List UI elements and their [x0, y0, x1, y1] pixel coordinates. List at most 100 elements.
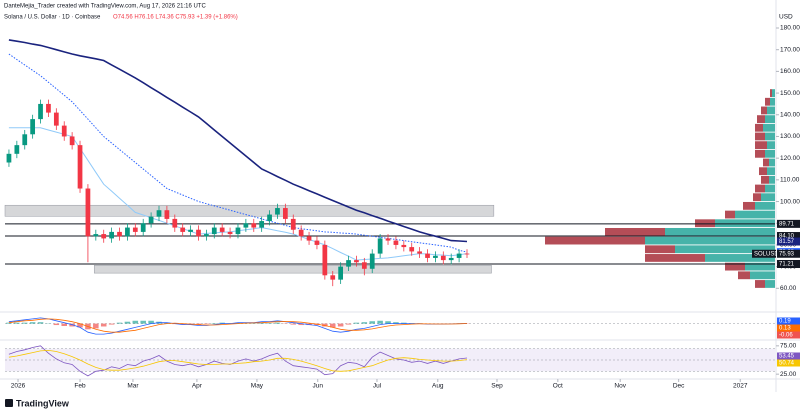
candle-body [46, 103, 51, 113]
profile-up [745, 262, 775, 271]
profile-down [761, 106, 767, 115]
currency: USD [779, 14, 793, 21]
macd-hist [148, 320, 154, 324]
ma-tag: 81.57 [779, 239, 795, 245]
rsi-tag: 53.45 [779, 354, 795, 360]
macd-hist [140, 320, 146, 324]
profile-down [755, 184, 765, 193]
profile-down [753, 193, 761, 202]
macd-hist [401, 322, 407, 324]
profile-up [765, 132, 775, 141]
macd-tag-box [777, 317, 800, 325]
level-tag-box [777, 232, 800, 241]
candle-body [433, 255, 438, 258]
y-tick-label: 150.00 [780, 90, 800, 97]
candle-body [69, 136, 75, 146]
y-tick-label: 180.00 [780, 25, 800, 32]
macd-hist [377, 320, 383, 324]
level-tag-box [777, 219, 800, 228]
candle-body [369, 253, 375, 269]
macd-hist [108, 323, 115, 325]
candle-body [298, 229, 304, 237]
profile-up [675, 245, 775, 254]
macd-hist [322, 323, 328, 327]
candle-body [401, 244, 407, 248]
profile-up [772, 89, 775, 97]
profile-down [743, 201, 755, 210]
candle-body [109, 231, 114, 239]
last-price-tag-box [777, 249, 800, 258]
candle-body [425, 253, 430, 258]
candle-body [393, 240, 399, 245]
macd-hist [337, 323, 344, 327]
macd-hist [6, 322, 12, 324]
profile-down [755, 141, 767, 150]
candle-body [38, 103, 43, 120]
profile-down [755, 123, 763, 132]
candle-body [346, 260, 351, 267]
x-tick-label: May [251, 383, 264, 390]
x-tick-label: Dec [673, 383, 685, 390]
macd-tag: 0.13 [779, 326, 791, 332]
profile-down [759, 167, 767, 176]
macd-hist [21, 322, 28, 324]
ohlc-readout: O74.56 H76.16 L74.36 C75.93 +1.39 (+1.86… [113, 15, 238, 21]
macd-tag-box [777, 324, 800, 332]
macd-hist [353, 322, 360, 324]
candle-body [219, 227, 225, 232]
profile-up [755, 201, 775, 210]
profile-up [705, 254, 775, 262]
candle-body [196, 229, 201, 237]
profile-up [735, 210, 775, 219]
candle-body [101, 234, 107, 239]
profile-up [769, 158, 775, 167]
y-tick-label: 130.00 [780, 133, 800, 140]
macd-hist [77, 323, 83, 328]
y-tick-label: 100.00 [780, 198, 800, 205]
macd-hist [37, 322, 44, 324]
macd-hist [290, 323, 297, 325]
macd-hist [385, 321, 391, 324]
macd-hist [29, 322, 36, 324]
candle-body [53, 112, 59, 126]
zone [93, 265, 492, 274]
macd-hist [53, 323, 60, 326]
candle-body [267, 214, 272, 222]
candle-body [125, 227, 130, 237]
profile-down [755, 149, 765, 158]
y-tick-label: 170.00 [780, 46, 800, 53]
logo-icon [5, 399, 13, 407]
candle-body [275, 208, 280, 215]
candle-body [330, 275, 336, 280]
candle-body [322, 244, 328, 276]
candle-body [235, 227, 241, 235]
profile-down [545, 236, 645, 245]
macd-hist [116, 322, 123, 324]
profile-up [665, 228, 775, 236]
profile-down [725, 262, 745, 271]
rsi-tag: 50.74 [779, 361, 795, 367]
macd-hist [393, 322, 399, 324]
candle-body [251, 223, 257, 228]
candle-body [164, 210, 170, 219]
candle-body [243, 223, 249, 228]
profile-down [770, 89, 772, 97]
profile-down [765, 97, 770, 106]
candle-body [188, 229, 193, 232]
symbol-box [752, 249, 776, 258]
x-tick-label: Oct [553, 383, 563, 390]
candle-body [227, 231, 233, 235]
candle-body [448, 257, 454, 261]
credit: DanteMejia_Trader created with TradingVi… [4, 4, 206, 10]
macd-hist [274, 322, 281, 324]
x-tick-label: Apr [192, 383, 203, 390]
candle-body [140, 223, 146, 232]
y-tick-label: 160.00 [780, 68, 800, 75]
profile-down [761, 175, 769, 184]
candle-body [417, 251, 422, 254]
profile-up [765, 184, 775, 193]
macd-hist [132, 320, 139, 324]
profile-down [755, 280, 765, 288]
macd-hist [235, 322, 241, 324]
